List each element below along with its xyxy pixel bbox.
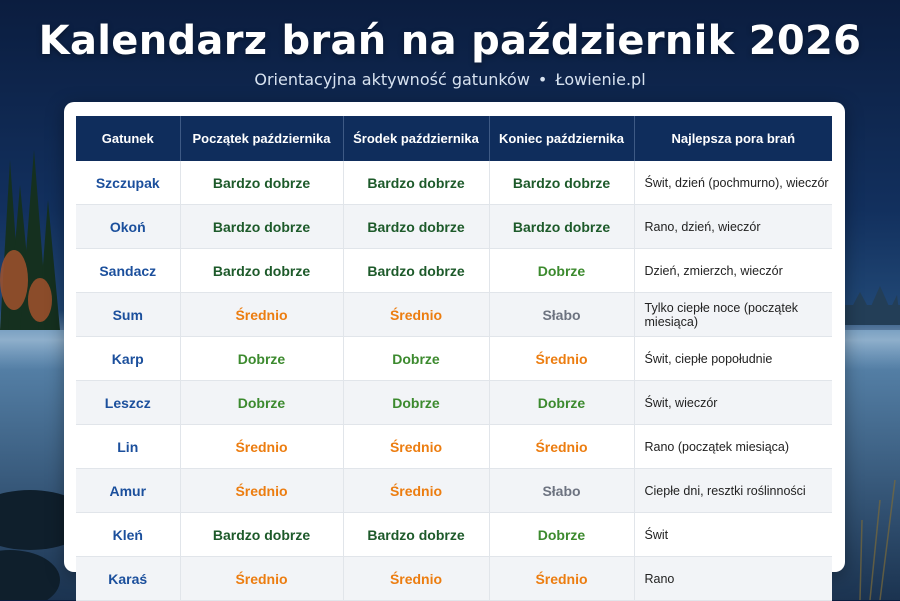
species-cell: Sandacz <box>76 248 181 293</box>
species-cell: Okoń <box>76 204 181 249</box>
column-header-start: Początek października <box>180 116 344 161</box>
rating-end-cell: Średnio <box>489 556 635 601</box>
best-time-cell: Świt, dzień (pochmurno), wieczór <box>634 161 832 205</box>
rating-start-cell: Bardzo dobrze <box>180 248 344 293</box>
rating-mid-cell: Bardzo dobrze <box>343 204 490 249</box>
best-time-cell: Świt, wieczór <box>634 380 832 425</box>
subtitle-text: Orientacyjna aktywność gatunków <box>254 70 530 89</box>
best-time-cell: Tylko ciepłe noce (początek miesiąca) <box>634 292 832 337</box>
species-cell: Karaś <box>76 556 181 601</box>
rating-start-cell: Średnio <box>180 292 344 337</box>
rating-end-cell: Słabo <box>489 468 635 513</box>
species-cell: Leszcz <box>76 380 181 425</box>
rating-mid-cell: Bardzo dobrze <box>343 248 490 293</box>
rating-end-cell: Dobrze <box>489 380 635 425</box>
species-cell: Szczupak <box>76 161 181 205</box>
table-header-row: Gatunek Początek października Środek paź… <box>76 116 832 161</box>
species-cell: Lin <box>76 424 181 469</box>
rating-start-cell: Średnio <box>180 556 344 601</box>
column-header-species: Gatunek <box>76 116 181 161</box>
table-row: Lin Średnio Średnio Średnio Rano (początek m… <box>76 424 832 469</box>
best-time-cell: Ciepłe dni, resztki roślinności <box>634 468 832 513</box>
best-time-cell: Rano, dzień, wieczór <box>634 204 832 249</box>
rating-end-cell: Dobrze <box>489 248 635 293</box>
table-row: Sum Średnio Średnio Słabo Tylko ciepłe noce … <box>76 292 832 337</box>
fishing-calendar-table: Gatunek Początek października Środek paź… <box>76 116 832 601</box>
rating-end-cell: Bardzo dobrze <box>489 161 635 205</box>
rating-start-cell: Średnio <box>180 424 344 469</box>
brand-name: Łowienie.pl <box>555 70 646 89</box>
rating-start-cell: Średnio <box>180 468 344 513</box>
rating-end-cell: Średnio <box>489 336 635 381</box>
best-time-cell: Rano (początek miesiąca) <box>634 424 832 469</box>
table-row: Kleń Bardzo dobrze Bardzo dobrze Dobrze Świt <box>76 512 832 557</box>
table-row: Okoń Bardzo dobrze Bardzo dobrze Bardzo dob… <box>76 204 832 249</box>
table-row: Karp Dobrze Dobrze Średnio Świt, ciepłe popo… <box>76 336 832 381</box>
rating-mid-cell: Średnio <box>343 556 490 601</box>
rating-mid-cell: Dobrze <box>343 336 490 381</box>
species-cell: Kleń <box>76 512 181 557</box>
best-time-cell: Rano <box>634 556 832 601</box>
table-row: Szczupak Bardzo dobrze Bardzo dobrze Bardzo… <box>76 161 832 205</box>
page-title: Kalendarz brań na październik 2026 <box>38 18 862 64</box>
rating-mid-cell: Średnio <box>343 468 490 513</box>
column-header-best-time: Najlepsza pora brań <box>634 116 832 161</box>
rating-mid-cell: Średnio <box>343 292 490 337</box>
best-time-cell: Dzień, zmierzch, wieczór <box>634 248 832 293</box>
rating-start-cell: Dobrze <box>180 336 344 381</box>
species-cell: Karp <box>76 336 181 381</box>
calendar-card: Gatunek Początek października Środek paź… <box>64 102 845 601</box>
column-header-end: Koniec października <box>489 116 635 161</box>
subtitle-separator: • <box>537 70 548 89</box>
rating-start-cell: Dobrze <box>180 380 344 425</box>
column-header-mid: Środek października <box>343 116 490 161</box>
best-time-cell: Świt <box>634 512 832 557</box>
page-subtitle: Orientacyjna aktywność gatunków • Łowienie… <box>0 70 900 89</box>
species-cell: Amur <box>76 468 181 513</box>
best-time-cell: Świt, ciepłe popołudnie <box>634 336 832 381</box>
rating-start-cell: Bardzo dobrze <box>180 204 344 249</box>
rating-start-cell: Bardzo dobrze <box>180 512 344 557</box>
rating-end-cell: Średnio <box>489 424 635 469</box>
table-row: Leszcz Dobrze Dobrze Dobrze Świt, wieczór <box>76 380 832 425</box>
rating-end-cell: Słabo <box>489 292 635 337</box>
rating-mid-cell: Dobrze <box>343 380 490 425</box>
rating-start-cell: Bardzo dobrze <box>180 161 344 205</box>
species-cell: Sum <box>76 292 181 337</box>
table-row: Sandacz Bardzo dobrze Bardzo dobrze Dobrze D… <box>76 248 832 293</box>
rating-mid-cell: Bardzo dobrze <box>343 512 490 557</box>
rating-end-cell: Dobrze <box>489 512 635 557</box>
rating-mid-cell: Bardzo dobrze <box>343 161 490 205</box>
table-row: Amur Średnio Średnio Słabo Ciepłe dni, reszt… <box>76 468 832 513</box>
rating-end-cell: Bardzo dobrze <box>489 204 635 249</box>
rating-mid-cell: Średnio <box>343 424 490 469</box>
table-row: Karaś Średnio Średnio Średnio Rano <box>76 556 832 601</box>
